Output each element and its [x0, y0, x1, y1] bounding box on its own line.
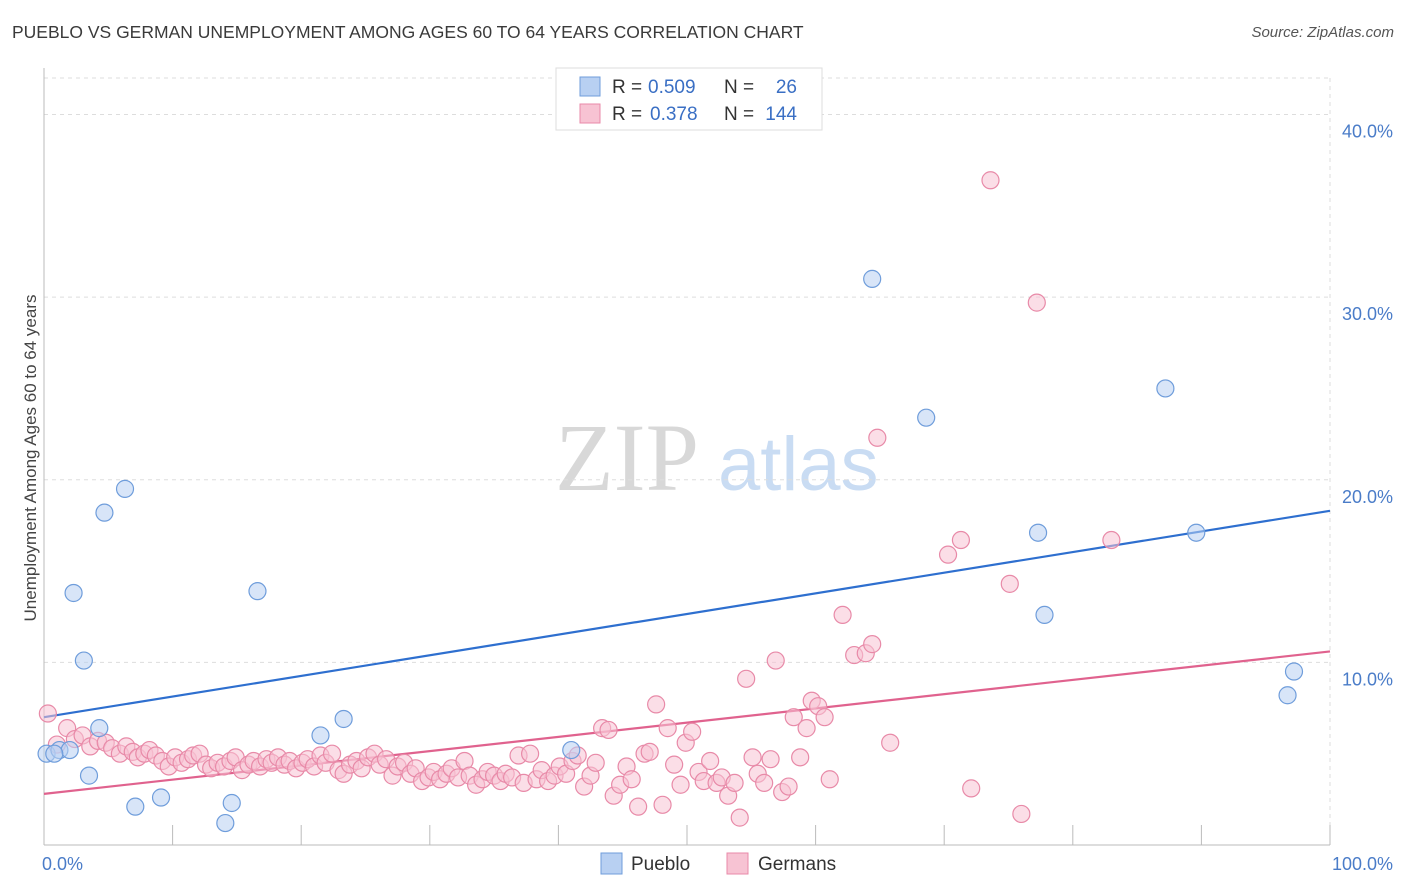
y-tick-label-3: 40.0% — [1342, 122, 1393, 142]
germans-point-127 — [820, 770, 839, 789]
pueblo-point-23 — [1278, 686, 1297, 705]
germans-point-133 — [881, 733, 900, 752]
pueblo-point-3 — [64, 583, 83, 603]
y-axis-label: Unemployment Among Ages 60 to 64 years — [21, 295, 40, 622]
germans-point-136 — [962, 779, 981, 798]
pueblo-point-18 — [917, 408, 936, 427]
germans-point-118 — [766, 651, 785, 670]
germans-point-111 — [725, 773, 744, 793]
pueblo-point-5 — [79, 766, 99, 785]
germans-point-138 — [1000, 574, 1019, 593]
germans-point-88 — [586, 753, 605, 772]
germans-point-114 — [743, 748, 762, 767]
germans-point-100 — [658, 719, 677, 738]
germans-point-139 — [1012, 804, 1031, 824]
pueblo-point-14 — [311, 726, 330, 745]
legend-n-label-pueblo: N = — [724, 77, 754, 98]
germans-point-101 — [665, 755, 684, 774]
pueblo-point-2 — [60, 740, 79, 760]
pueblo-point-19 — [1028, 523, 1048, 542]
x-tick-label-0: 0.0% — [42, 854, 83, 874]
bottom-legend-label-pueblo: Pueblo — [631, 854, 690, 875]
pueblo-point-20 — [1035, 605, 1054, 625]
germans-point-121 — [784, 708, 803, 727]
bottom-legend: Pueblo Germans — [600, 852, 836, 875]
pueblo-point-9 — [126, 797, 145, 816]
pueblo-point-12 — [222, 793, 241, 813]
legend-n-label-germans: N = — [724, 104, 754, 125]
germans-point-113 — [737, 669, 756, 688]
germans-point-116 — [755, 773, 774, 793]
pueblo-point-6 — [90, 719, 109, 738]
germans-point-98 — [647, 695, 666, 714]
germans-point-141 — [1102, 530, 1121, 550]
trend-line-0 — [43, 509, 1331, 719]
germans-point-0 — [38, 704, 57, 723]
pueblo-point-8 — [115, 479, 135, 498]
watermark-atlas: atlas — [718, 422, 879, 507]
y-tick-labels: 10.0% 20.0% 30.0% 40.0% — [1342, 122, 1393, 690]
legend-swatch-germans — [579, 103, 601, 124]
stats-legend: R = 0.509 N = 26 R = 0.378 N = 144 — [555, 67, 823, 131]
germans-point-123 — [797, 719, 816, 738]
germans-point-131 — [863, 635, 882, 654]
germans-point-128 — [833, 605, 852, 625]
germans-point-90 — [599, 720, 618, 740]
data-points — [37, 171, 1304, 833]
chart-title: PUEBLO VS GERMAN UNEMPLOYMENT AMONG AGES… — [12, 22, 804, 42]
germans-point-120 — [779, 777, 798, 796]
germans-point-140 — [1027, 293, 1046, 312]
germans-point-104 — [683, 722, 702, 741]
y-tick-label-2: 30.0% — [1342, 304, 1393, 324]
legend-n-value-pueblo: 26 — [776, 77, 797, 98]
bottom-legend-swatch-pueblo — [600, 852, 623, 875]
pueblo-point-4 — [74, 651, 93, 670]
source-credit: Source: ZipAtlas.com — [1251, 24, 1394, 41]
x-tick-label-1: 100.0% — [1332, 854, 1393, 874]
germans-point-135 — [951, 530, 971, 550]
bottom-legend-swatch-germans — [726, 852, 749, 875]
germans-point-97 — [640, 742, 659, 761]
pueblo-point-13 — [248, 582, 267, 601]
legend-swatch-pueblo — [579, 76, 601, 97]
legend-r-label-germans: R = — [612, 104, 642, 125]
germans-point-126 — [815, 708, 834, 727]
germans-point-107 — [701, 751, 720, 771]
pueblo-point-25 — [45, 744, 64, 763]
germans-point-102 — [671, 775, 690, 794]
germans-point-99 — [653, 795, 672, 814]
germans-point-44 — [322, 744, 342, 763]
pueblo-point-15 — [334, 709, 353, 729]
germans-point-94 — [622, 770, 641, 789]
legend-r-value-pueblo: 0.509 — [648, 77, 696, 98]
pueblo-point-7 — [95, 503, 114, 522]
germans-point-122 — [791, 748, 810, 767]
y-tick-label-1: 20.0% — [1342, 487, 1393, 507]
bottom-legend-label-germans: Germans — [758, 854, 836, 875]
x-tick-labels: 0.0% 100.0% — [42, 854, 1393, 874]
germans-point-95 — [629, 797, 648, 816]
legend-n-value-germans: 144 — [765, 104, 797, 125]
germans-point-137 — [981, 171, 1000, 190]
pueblo-point-10 — [151, 788, 171, 807]
germans-point-134 — [938, 545, 958, 564]
pueblo-point-17 — [863, 269, 882, 288]
germans-point-117 — [761, 750, 780, 769]
pueblo-point-16 — [562, 740, 581, 760]
y-tick-label-0: 10.0% — [1342, 669, 1393, 689]
legend-r-label-pueblo: R = — [612, 77, 642, 98]
germans-point-77 — [521, 744, 540, 763]
watermark-zip: ZIP — [555, 404, 699, 511]
germans-point-132 — [868, 428, 887, 447]
legend-r-value-germans: 0.378 — [650, 104, 698, 125]
germans-point-112 — [730, 808, 749, 827]
pueblo-point-24 — [1284, 662, 1304, 681]
pueblo-point-22 — [1187, 523, 1206, 542]
pueblo-point-11 — [216, 813, 235, 833]
pueblo-point-21 — [1156, 379, 1175, 398]
